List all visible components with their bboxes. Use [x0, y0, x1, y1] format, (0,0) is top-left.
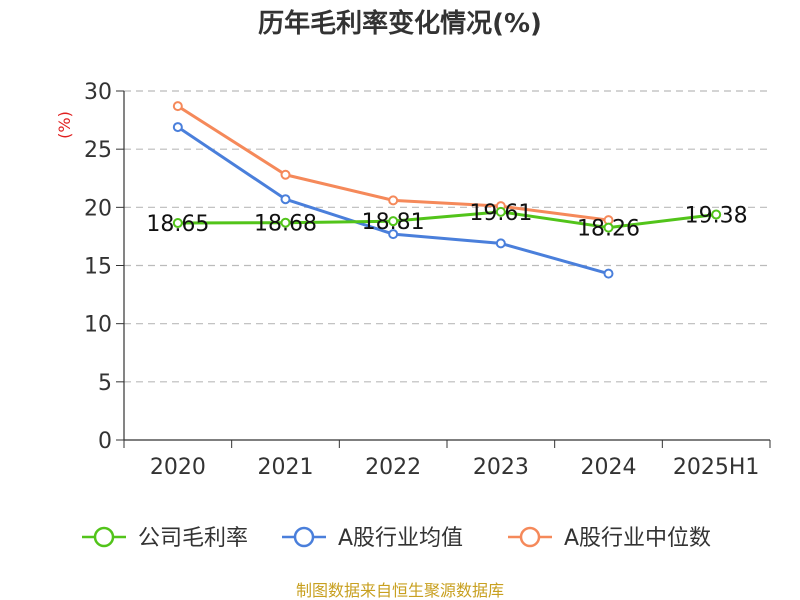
y-tick-label: 5 [98, 371, 112, 396]
legend-item[interactable]: A股行业均值 [282, 526, 463, 551]
data-point [388, 195, 399, 206]
data-label: 18.26 [577, 217, 640, 242]
data-point [280, 194, 291, 205]
data-point [280, 217, 291, 228]
legend-label: A股行业中位数 [564, 526, 711, 551]
x-tick-label: 2022 [365, 455, 421, 480]
y-tick-label: 15 [84, 255, 112, 280]
y-tick-label: 0 [98, 429, 112, 454]
data-label: 19.61 [469, 201, 532, 226]
legend-label: 公司毛利率 [138, 526, 248, 551]
legend-marker-icon [293, 526, 315, 548]
y-tick-label: 20 [84, 196, 112, 221]
x-tick-label: 2025H1 [673, 455, 760, 480]
y-tick-label: 10 [84, 313, 112, 338]
series-layer [172, 101, 722, 279]
data-point [603, 268, 614, 279]
data-point [172, 122, 183, 133]
x-tick-label: 2023 [473, 455, 529, 480]
data-point [172, 101, 183, 112]
series-line-0 [176, 210, 718, 230]
legend-marker-icon [519, 526, 541, 548]
axes: 0 5 10 15 20 25 30 2020 2021 2022 2023 2024 2025H1 [84, 80, 771, 480]
data-point [280, 169, 291, 180]
data-point [603, 222, 614, 233]
data-point [495, 238, 506, 249]
x-tick-label: 2024 [581, 455, 637, 480]
legend-item[interactable]: 公司毛利率 [82, 526, 248, 551]
data-label: 18.81 [362, 210, 425, 235]
y-axis-label: (%) [55, 111, 74, 139]
data-point [172, 218, 183, 229]
y-tick-label: 30 [84, 80, 112, 105]
x-tick-label: 2020 [150, 455, 206, 480]
data-label: 18.65 [146, 212, 209, 237]
legend-marker-icon [93, 526, 115, 548]
legend-label: A股行业均值 [338, 526, 463, 551]
data-label: 19.38 [685, 204, 748, 229]
data-label: 18.68 [254, 212, 317, 237]
y-tick-label: 25 [84, 138, 112, 163]
source-note: 制图数据来自恒生聚源数据库 [296, 581, 504, 600]
data-labels: 18.65 18.68 18.81 19.61 18.26 19.38 [146, 201, 747, 242]
legend-item[interactable]: A股行业中位数 [508, 526, 711, 551]
data-point [388, 229, 399, 240]
legend: 公司毛利率 A股行业均值 A股行业中位数 [82, 526, 711, 551]
x-tick-label: 2021 [258, 455, 314, 480]
data-point [711, 209, 722, 220]
data-point [495, 206, 506, 217]
data-point [388, 216, 399, 227]
chart-title: 历年毛利率变化情况(%) [258, 8, 542, 39]
